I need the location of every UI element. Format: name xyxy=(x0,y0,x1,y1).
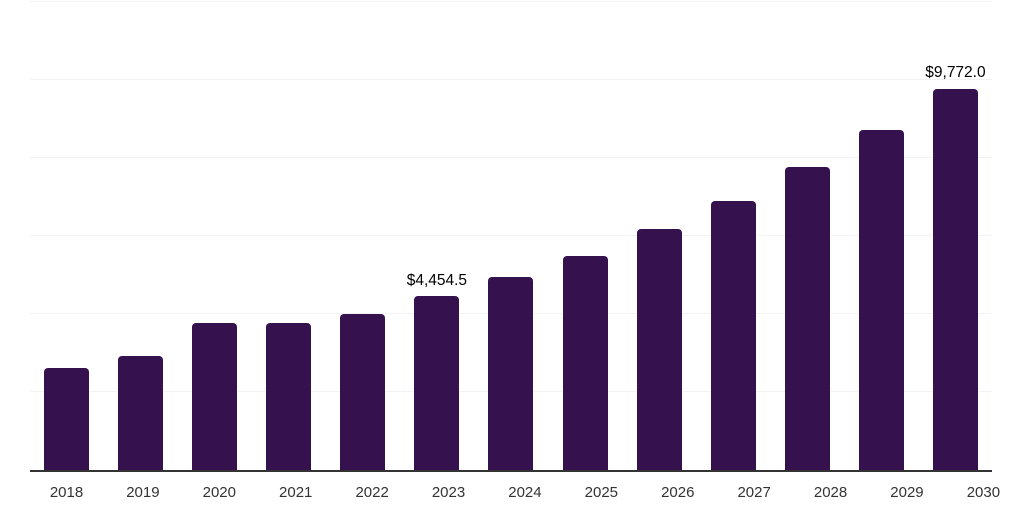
bar-column-2025 xyxy=(562,255,608,470)
bar-value-label-2023: $4,454.5 xyxy=(406,271,468,289)
x-tick-label-2029: 2029 xyxy=(890,484,924,501)
bar-column-2030: $9,772.0 xyxy=(925,65,986,470)
x-tick-label-2030: 2030 xyxy=(966,484,1001,501)
x-tick-label-2024: 2024 xyxy=(508,484,542,501)
x-tick-label-2023: 2023 xyxy=(431,484,466,501)
bar-2021 xyxy=(266,322,312,470)
bar-value-label-2030: $9,772.0 xyxy=(925,64,986,82)
plot-area: $4,454.5 $9,772.0 xyxy=(30,1,992,472)
bar-column-2027 xyxy=(710,201,756,470)
x-tick-label-2020: 2020 xyxy=(202,484,236,501)
bar-2027 xyxy=(710,201,756,470)
bar-column-2024 xyxy=(488,276,534,470)
x-tick-label-2022: 2022 xyxy=(355,484,389,501)
bar-column-2020 xyxy=(192,323,238,470)
bar-column-2022 xyxy=(340,313,386,470)
bar-2030 xyxy=(932,88,978,470)
bar-2019 xyxy=(118,355,164,470)
x-tick-label-2021: 2021 xyxy=(279,484,313,501)
bar-column-2023: $4,454.5 xyxy=(407,273,467,470)
x-tick-label-2025: 2025 xyxy=(584,484,619,501)
bar-column-2018 xyxy=(44,367,89,470)
bar-2018 xyxy=(44,367,89,470)
bar-2025 xyxy=(562,255,608,470)
bar-2022 xyxy=(340,313,386,470)
bar-2023 xyxy=(414,296,460,470)
bar-column-2021 xyxy=(266,322,312,470)
x-axis-labels: 2018 2019 2020 2021 2022 2023 2024 2025 2026 2027… xyxy=(30,484,1020,502)
bars: $4,454.5 $9,772.0 xyxy=(30,2,992,470)
bar-2024 xyxy=(488,276,534,470)
x-tick-label-2019: 2019 xyxy=(126,484,160,501)
bar-2029 xyxy=(858,130,904,470)
bar-column-2019 xyxy=(118,355,164,470)
x-tick-label-2028: 2028 xyxy=(813,484,848,501)
bar-2028 xyxy=(784,167,830,470)
bar-column-2029 xyxy=(858,130,904,470)
bar-2026 xyxy=(636,229,682,470)
bar-2020 xyxy=(192,323,238,470)
x-tick-label-2027: 2027 xyxy=(737,484,771,501)
x-tick-label-2026: 2026 xyxy=(661,484,695,501)
bar-column-2026 xyxy=(636,229,682,470)
x-axis-line xyxy=(30,470,992,472)
x-tick-label-2018: 2018 xyxy=(49,484,84,501)
bar-column-2028 xyxy=(784,167,830,470)
